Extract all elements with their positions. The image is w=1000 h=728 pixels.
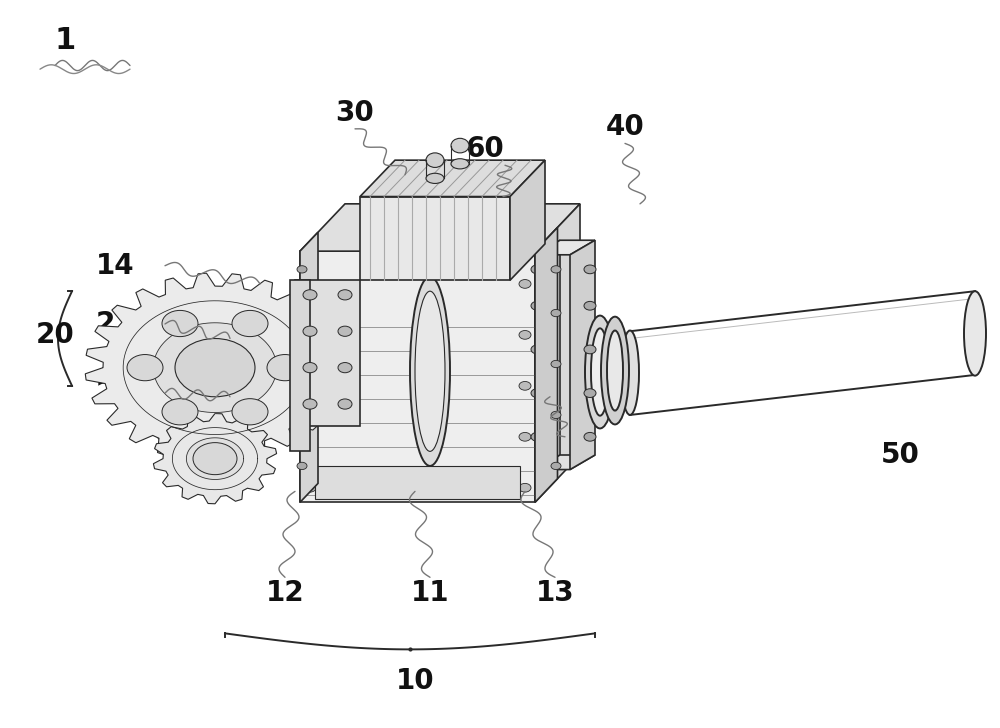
Text: 40: 40 <box>606 114 644 141</box>
Circle shape <box>519 483 531 492</box>
Circle shape <box>304 432 316 441</box>
Polygon shape <box>85 273 345 462</box>
Circle shape <box>584 432 596 441</box>
Text: 12: 12 <box>266 579 304 607</box>
Circle shape <box>304 483 316 492</box>
Ellipse shape <box>591 328 609 416</box>
Polygon shape <box>360 197 510 280</box>
Circle shape <box>531 265 543 274</box>
Polygon shape <box>570 240 595 470</box>
Circle shape <box>551 411 561 419</box>
Polygon shape <box>535 227 558 502</box>
Polygon shape <box>153 414 277 504</box>
Circle shape <box>584 345 596 354</box>
Circle shape <box>127 355 163 381</box>
Text: 50: 50 <box>881 441 919 469</box>
Text: 20: 20 <box>36 321 74 349</box>
Polygon shape <box>295 280 360 426</box>
Text: 30: 30 <box>336 99 374 127</box>
Circle shape <box>338 399 352 409</box>
Circle shape <box>338 290 352 300</box>
Ellipse shape <box>426 173 444 183</box>
Circle shape <box>338 363 352 373</box>
Circle shape <box>232 310 268 336</box>
Circle shape <box>175 339 255 397</box>
Polygon shape <box>535 455 595 470</box>
Text: 11: 11 <box>411 579 449 607</box>
Ellipse shape <box>410 277 450 466</box>
Circle shape <box>193 443 237 475</box>
Polygon shape <box>360 160 545 197</box>
Circle shape <box>584 301 596 310</box>
Text: 70: 70 <box>546 441 584 469</box>
Circle shape <box>297 360 307 368</box>
Circle shape <box>162 399 198 425</box>
Text: 13: 13 <box>536 579 574 607</box>
Text: 60: 60 <box>466 135 504 163</box>
Text: 22: 22 <box>96 379 134 407</box>
Ellipse shape <box>621 331 639 415</box>
Text: 21: 21 <box>96 310 134 338</box>
Circle shape <box>551 462 561 470</box>
Polygon shape <box>300 251 535 502</box>
Polygon shape <box>290 280 310 451</box>
Circle shape <box>267 355 303 381</box>
Circle shape <box>519 331 531 339</box>
Circle shape <box>584 389 596 397</box>
Circle shape <box>551 360 561 368</box>
Circle shape <box>519 381 531 390</box>
Polygon shape <box>315 466 520 499</box>
Circle shape <box>304 381 316 390</box>
Circle shape <box>297 411 307 419</box>
Circle shape <box>519 432 531 441</box>
Circle shape <box>531 345 543 354</box>
Polygon shape <box>510 160 545 280</box>
Circle shape <box>531 389 543 397</box>
Text: 1: 1 <box>54 25 76 55</box>
Ellipse shape <box>415 291 445 451</box>
Circle shape <box>584 265 596 274</box>
Ellipse shape <box>601 317 629 424</box>
Circle shape <box>303 399 317 409</box>
Circle shape <box>297 462 307 470</box>
Circle shape <box>303 363 317 373</box>
Circle shape <box>232 399 268 425</box>
Circle shape <box>304 331 316 339</box>
Ellipse shape <box>451 159 469 169</box>
Circle shape <box>519 280 531 288</box>
Circle shape <box>303 326 317 336</box>
Ellipse shape <box>964 291 986 376</box>
Polygon shape <box>300 204 580 251</box>
Circle shape <box>162 310 198 336</box>
Text: 10: 10 <box>396 667 434 695</box>
Polygon shape <box>535 240 595 255</box>
Polygon shape <box>186 438 244 480</box>
Circle shape <box>531 301 543 310</box>
Circle shape <box>338 326 352 336</box>
Circle shape <box>551 266 561 273</box>
Ellipse shape <box>585 315 615 428</box>
Text: 14: 14 <box>96 252 134 280</box>
Ellipse shape <box>451 138 469 153</box>
Ellipse shape <box>607 331 623 411</box>
Circle shape <box>531 432 543 441</box>
Circle shape <box>304 280 316 288</box>
Polygon shape <box>300 232 318 502</box>
Ellipse shape <box>426 153 444 167</box>
Circle shape <box>551 309 561 317</box>
Circle shape <box>297 266 307 273</box>
Polygon shape <box>153 323 277 413</box>
Circle shape <box>303 290 317 300</box>
Polygon shape <box>535 240 560 470</box>
Polygon shape <box>535 204 580 502</box>
Circle shape <box>297 309 307 317</box>
